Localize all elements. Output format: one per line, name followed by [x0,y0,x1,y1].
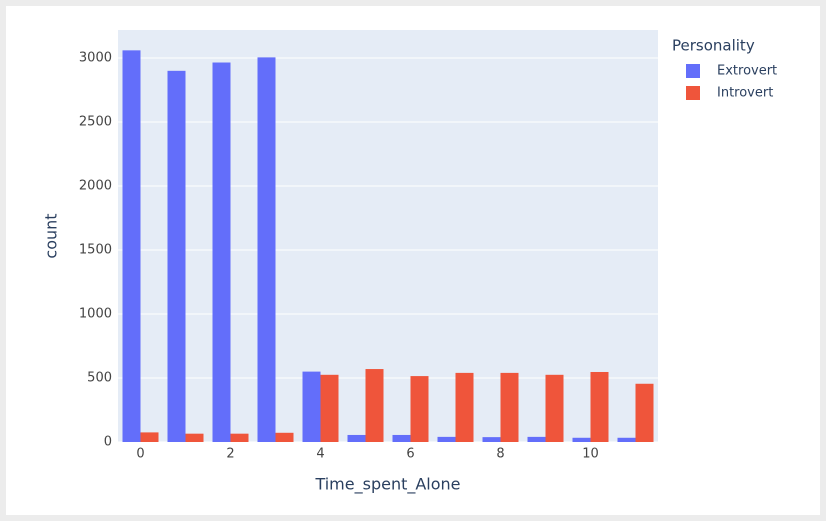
bar [617,437,636,442]
plot-area [118,30,658,442]
bar [212,62,231,443]
x-tick-label: 6 [406,447,414,462]
bar [167,70,186,442]
bar [275,432,294,442]
x-tick-label: 0 [136,447,144,462]
bar [410,376,429,442]
y-tick-label: 1500 [79,243,112,258]
x-tick-label: 8 [496,447,504,462]
y-tick-label: 3000 [79,51,112,66]
y-tick-label: 2000 [79,179,112,194]
bar [572,437,591,442]
bar [185,433,204,442]
bar [590,371,609,442]
y-tick-label: 2500 [79,115,112,130]
legend-swatch [686,64,700,78]
bar [455,372,474,442]
bar [437,436,456,442]
bar [302,371,321,442]
x-tick-label: 4 [316,447,324,462]
bar [527,436,546,442]
y-axis-title: count [42,213,61,258]
bar [482,437,501,442]
bar [122,50,141,443]
bar [320,374,339,442]
x-tick-label: 2 [226,447,234,462]
bar [365,369,384,442]
bar [257,57,276,443]
legend-label[interactable]: Extrovert [717,64,777,79]
bar [545,374,564,442]
legend-title: Personality [672,37,755,55]
y-tick-label: 500 [87,371,112,386]
y-tick-label: 1000 [79,307,112,322]
x-tick-label: 10 [582,447,599,462]
bar [347,434,366,442]
bar [140,432,159,442]
bar [230,433,249,442]
legend-label[interactable]: Introvert [717,86,773,101]
legend-swatch [686,86,700,100]
x-axis-title: Time_spent_Alone [314,475,460,495]
bar [500,372,519,442]
y-tick-label: 0 [104,435,112,450]
bar [635,383,654,442]
bar [392,434,411,442]
